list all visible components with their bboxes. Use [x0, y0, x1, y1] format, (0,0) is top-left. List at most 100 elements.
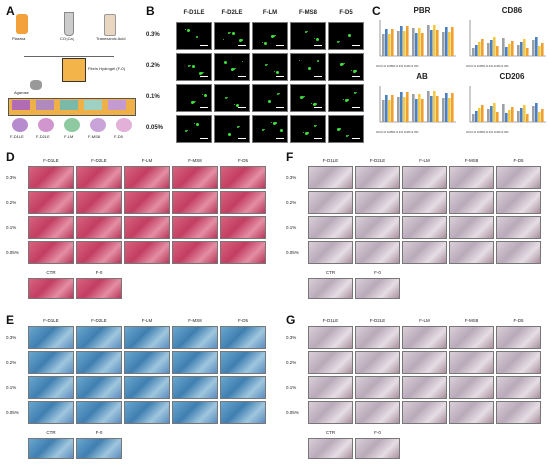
col-header: F-LM [419, 318, 430, 323]
histology-image [28, 326, 74, 349]
cell-dot [314, 38, 315, 39]
control-header: F-0 [95, 430, 103, 435]
cell-dot [344, 63, 345, 64]
scale-bar [352, 76, 360, 77]
legend-item: Ctrl [466, 64, 472, 68]
legend-item: 0.2% [403, 130, 412, 134]
bar [511, 107, 514, 122]
legend-item: F-0 [471, 130, 477, 134]
histology-image [124, 241, 170, 264]
bar [493, 37, 496, 56]
fluorescence-image [252, 115, 288, 143]
bar [397, 31, 400, 56]
control-image [28, 278, 74, 299]
histology-image [76, 241, 122, 264]
histology-image [172, 216, 218, 239]
panel-c: PBR Ctrl F-0 0.05% 0.1% 0.2% 0.3% CD86 Ctr… [372, 6, 548, 146]
legend-item: 0.3% [501, 130, 509, 134]
row-header: 0.05% [6, 249, 19, 255]
cell-dot [271, 35, 274, 38]
cell-dot [279, 93, 280, 94]
cell-dot [262, 129, 264, 131]
histology-image [308, 216, 353, 239]
legend-item: 0.05% [386, 64, 397, 68]
histology-image [76, 166, 122, 189]
histology-image [355, 166, 400, 189]
histology-image [76, 351, 122, 374]
cell-dot [316, 38, 319, 41]
control-header: CTR [325, 270, 336, 275]
cell-dot [343, 99, 344, 100]
cell-dot [237, 126, 239, 128]
item-caco3: CO₃Ca₂ [60, 36, 75, 41]
legend-item: Ctrl [376, 64, 382, 68]
fluorescence-image [214, 22, 250, 50]
histology-image [308, 166, 353, 189]
fluorescence-image [214, 84, 250, 112]
control-header: CTR [46, 270, 56, 275]
col-header: F-D2LE [369, 318, 386, 323]
panel-a-label: A [6, 4, 15, 18]
scale-bar [314, 107, 322, 108]
cell-dot [223, 39, 224, 40]
bar [517, 45, 520, 56]
scale-bar [276, 107, 284, 108]
legend-item: Ctrl [376, 130, 382, 134]
col-header: F-D1LE [322, 158, 339, 163]
histology-image [402, 241, 447, 264]
legend-item: 0.3% [411, 64, 419, 68]
cell-dot [274, 71, 275, 72]
vial-icon [104, 14, 116, 36]
bar [451, 93, 454, 122]
histology-image [355, 376, 400, 399]
histology-image [220, 191, 266, 214]
cell-dot [191, 101, 194, 104]
arrows-icon [24, 46, 114, 57]
bar [391, 95, 394, 122]
bar [427, 25, 430, 56]
cell-dot [265, 64, 267, 66]
col-header: F-D2LE [91, 158, 107, 163]
row-header: 0.05% [286, 249, 299, 255]
well-1 [12, 100, 30, 110]
cell-dot [308, 67, 311, 70]
histology-image [402, 401, 447, 424]
bar [487, 43, 490, 56]
control-header: F-0 [374, 430, 381, 435]
cell-dot [201, 72, 203, 74]
panel-g: F-D1LE F-D2LE F-LM F-MS8 F-D5 0.3% 0.2% 0.1% 0.0… [286, 318, 548, 465]
histology-image [402, 191, 447, 214]
well-4 [84, 100, 102, 110]
histology-image [449, 326, 494, 349]
histology-image [449, 401, 494, 424]
panel-e: F-D1LE F-D2LE F-LM F-MS8 F-D5 0.3% 0.2% 0.1% 0.0… [6, 318, 276, 465]
legend-item: F-0 [381, 64, 387, 68]
col-header: F-MS8 [188, 318, 202, 323]
histology-image [220, 166, 266, 189]
panel-d-label: D [6, 150, 15, 164]
cell-dot [203, 72, 204, 73]
bar [496, 46, 499, 56]
cell-dot [262, 42, 263, 43]
cell-dot [230, 32, 231, 33]
bar [520, 42, 523, 56]
scale-bar [314, 76, 322, 77]
cell-dot [280, 129, 283, 132]
row-header: 0.1% [286, 384, 297, 390]
bar-chart [379, 86, 456, 123]
row-header: 0.2% [6, 359, 17, 365]
panel-e-label: E [6, 313, 15, 327]
scale-bar [276, 138, 284, 139]
histology-image [76, 326, 122, 349]
cell-dot [305, 132, 308, 135]
bar [472, 48, 475, 56]
cell-dot [356, 92, 357, 93]
col-header: F-D5 [238, 158, 248, 163]
histology-image [355, 191, 400, 214]
legend-item: 0.1% [486, 130, 494, 134]
histology-image [220, 241, 266, 264]
bar [430, 30, 433, 56]
legend-item: 0.3% [411, 130, 419, 134]
histology-image [449, 241, 494, 264]
bar [505, 47, 508, 56]
